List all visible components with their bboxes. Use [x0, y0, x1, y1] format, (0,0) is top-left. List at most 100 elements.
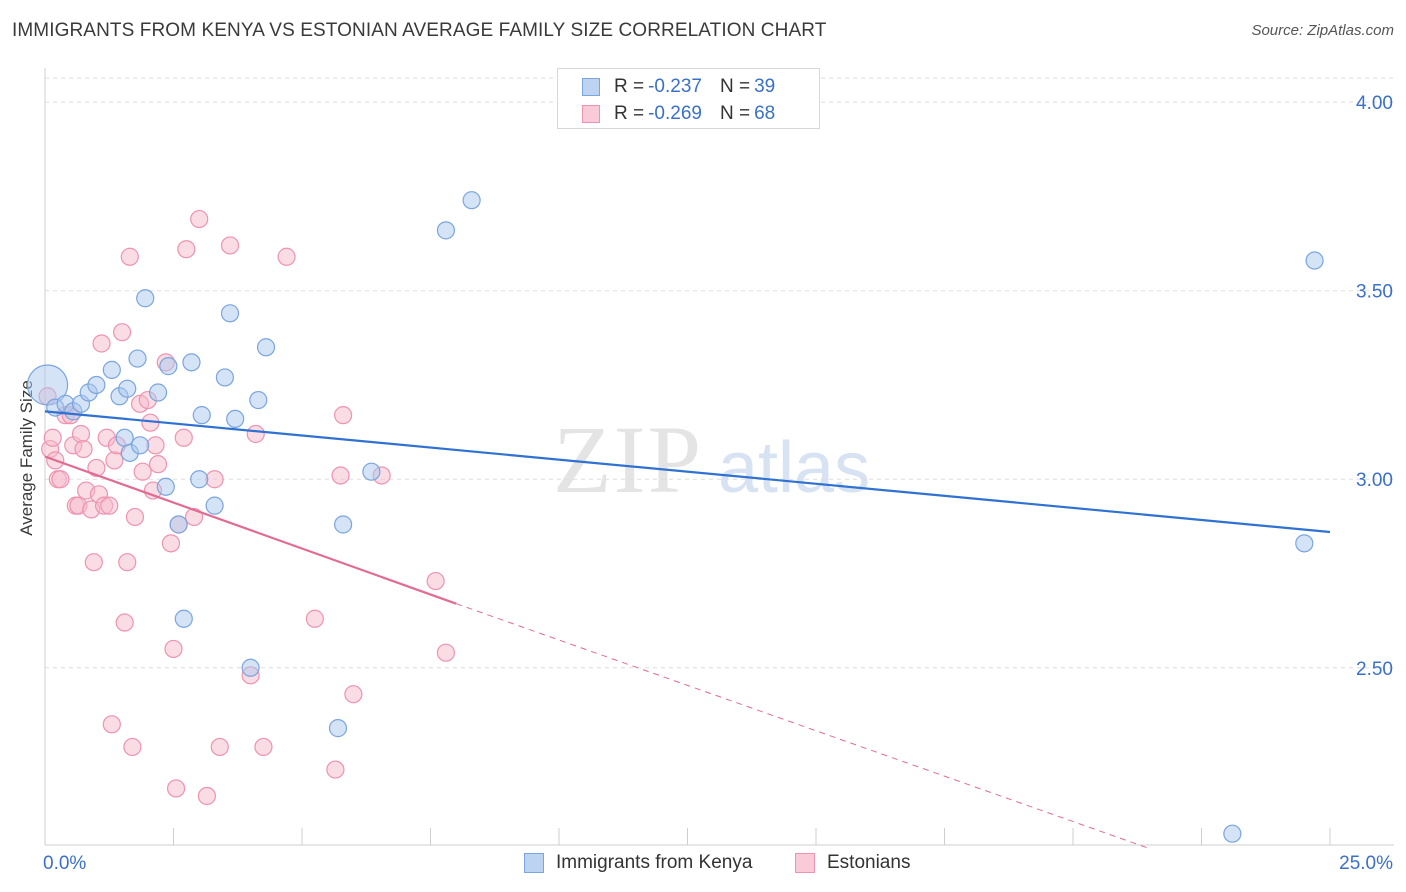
kenya-point: [226, 409, 245, 429]
estonian-point: [161, 534, 181, 553]
kenya-point: [159, 357, 178, 376]
estonian-point: [51, 470, 70, 489]
kenya-point: [136, 289, 155, 308]
estonian-trend-extension: [456, 603, 1151, 850]
kenya-point: [334, 515, 353, 534]
estonian-point: [305, 609, 324, 628]
estonian-point: [71, 424, 91, 444]
estonian-point: [436, 643, 456, 662]
kenya-point: [1223, 824, 1242, 843]
kenya-point: [205, 496, 224, 515]
estonian-point: [84, 553, 103, 572]
y-tick-label: 3.00: [1356, 470, 1393, 491]
kenya-point: [256, 338, 276, 357]
estonians-swatch: [582, 105, 600, 123]
estonian-point: [166, 779, 186, 798]
estonian-point: [210, 737, 229, 757]
kenya-point: [156, 477, 175, 496]
kenya-point: [328, 719, 348, 738]
estonian-point: [74, 439, 93, 459]
kenya-point: [192, 406, 211, 425]
legend-r-label: R =: [614, 103, 645, 124]
estonian-point: [334, 406, 353, 425]
kenya-point: [118, 379, 137, 398]
legend-label-kenya: Immigrants from Kenya: [556, 852, 753, 873]
y-tick-label: 2.50: [1356, 659, 1393, 680]
estonian-point: [87, 458, 106, 478]
estonian-point: [190, 209, 209, 229]
estonian-point: [115, 613, 134, 632]
estonian-point: [426, 571, 445, 591]
kenya-point: [115, 428, 134, 447]
estonian-point: [331, 466, 350, 485]
series-legend: Immigrants from Kenya Estonians: [0, 852, 1406, 878]
kenya-point: [169, 515, 188, 534]
kenya-swatch: [582, 78, 600, 96]
kenya-point: [462, 191, 481, 210]
kenya-point: [436, 221, 456, 240]
estonian-point: [326, 760, 345, 779]
estonian-point: [148, 455, 168, 474]
estonians-legend-swatch: [795, 853, 815, 873]
estonian-point: [146, 436, 165, 455]
estonian-point: [102, 715, 121, 734]
legend-row-kenya: R = -0.237 N = 39: [582, 75, 775, 99]
estonian-point: [277, 247, 296, 266]
estonian-point: [184, 507, 204, 527]
estonian-point: [123, 737, 142, 757]
estonian-point: [112, 323, 132, 342]
kenya-point: [190, 470, 209, 489]
estonian-point: [100, 496, 119, 515]
estonian-point: [177, 240, 196, 259]
kenya-point: [249, 390, 268, 410]
source-label: Source: ZipAtlas.com: [1251, 22, 1394, 39]
estonian-point: [246, 424, 265, 444]
kenya-point: [102, 360, 121, 379]
y-tick-label: 3.50: [1356, 282, 1393, 303]
kenya-point: [362, 462, 381, 481]
kenya-point: [130, 436, 150, 455]
kenya-point: [241, 658, 260, 677]
kenya-trend-line: [44, 410, 1331, 534]
watermark-zip: ZIP: [553, 406, 703, 513]
legend-r-value-estonians: -0.269: [648, 103, 702, 124]
estonian-point: [92, 334, 111, 353]
watermark-atlas: atlas: [718, 428, 870, 508]
kenya-point: [148, 383, 168, 402]
legend-label-estonians: Estonians: [827, 852, 911, 873]
kenya-point: [215, 368, 234, 387]
estonian-point: [174, 428, 193, 447]
kenya-point: [128, 349, 147, 368]
estonian-point: [105, 451, 124, 470]
estonian-point: [254, 737, 273, 757]
kenya-point: [220, 304, 240, 323]
estonian-point: [120, 247, 139, 266]
estonian-point: [164, 639, 183, 659]
estonian-point: [125, 507, 145, 527]
kenya-point: [1295, 534, 1314, 553]
legend-item-kenya: Immigrants from Kenya: [524, 852, 752, 874]
estonian-point: [344, 685, 363, 704]
legend-row-estonians: R = -0.269 N = 68: [582, 102, 775, 126]
kenya-legend-swatch: [524, 853, 544, 873]
legend-n-value-kenya: 39: [754, 76, 776, 97]
estonian-point: [197, 786, 217, 806]
kenya-point: [1305, 251, 1324, 270]
estonian-point: [133, 462, 152, 481]
legend-r-label: R =: [614, 76, 645, 97]
kenya-point: [182, 353, 201, 372]
legend-n-label: N =: [719, 76, 751, 97]
kenya-point: [174, 609, 193, 628]
legend-n-value-estonians: 68: [754, 103, 776, 124]
chart-title: IMMIGRANTS FROM KENYA VS ESTONIAN AVERAG…: [12, 20, 827, 41]
x-tick-label-min: 0.0%: [43, 853, 86, 874]
correlation-legend: R = -0.237 N = 39 R = -0.269 N = 68: [557, 68, 820, 129]
estonian-point: [205, 470, 224, 489]
kenya-point: [87, 375, 106, 395]
legend-n-label: N =: [719, 103, 751, 124]
y-tick-label: 4.00: [1356, 93, 1393, 114]
estonian-trend-line: [44, 455, 457, 605]
legend-r-value-kenya: -0.237: [648, 76, 702, 97]
estonian-point: [118, 553, 137, 572]
